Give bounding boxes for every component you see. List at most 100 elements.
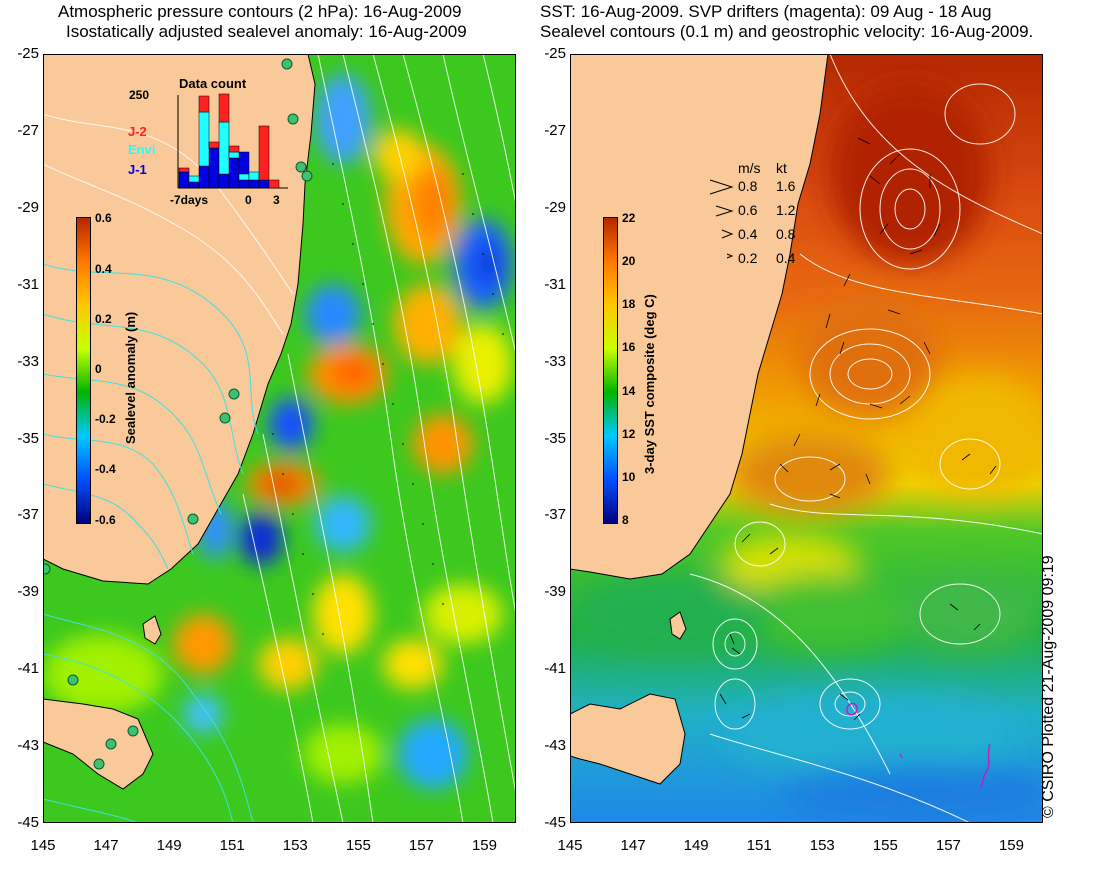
cb-left-tick-6: -0.6 <box>95 513 116 527</box>
left-ytick-1: -27 <box>17 121 39 139</box>
right-ytick-1: -27 <box>544 121 566 139</box>
velocity-legend-row3-ms: 0.4 <box>738 226 758 242</box>
cb-left-tick-0: 0.6 <box>95 211 112 225</box>
velocity-legend-arrows <box>709 179 734 259</box>
right-xtick-0: 145 <box>557 837 583 854</box>
right-xtick-3: 151 <box>746 837 772 854</box>
left-xtick-6: 157 <box>408 837 434 854</box>
sst-colorbar-label: 3-day SST composite (deg C) <box>642 294 657 474</box>
cb-left-tick-5: -0.4 <box>95 462 116 476</box>
cb-right-tick-3: 16 <box>622 340 636 354</box>
left-xtick-1: 147 <box>93 837 119 854</box>
cb-left-tick-2: 0.2 <box>95 312 112 326</box>
tasmania-landmass <box>43 698 154 790</box>
velocity-legend-ms-header: m/s <box>738 160 761 176</box>
left-ytick-10: -45 <box>17 814 39 831</box>
cb-right-tick-5: 12 <box>622 427 636 441</box>
left-ytick-3: -31 <box>17 275 39 293</box>
right-ytick-5: -35 <box>544 429 566 447</box>
data-count-histogram <box>177 93 288 189</box>
right-ytick-8: -41 <box>544 660 566 678</box>
velocity-legend-kt-header: kt <box>776 160 787 176</box>
cb-right-tick-6: 10 <box>622 470 636 484</box>
sealevel-anomaly-map: Data count 250 -7days 0 3 J-2 Envi J-1 0… <box>43 54 516 823</box>
histogram-bars-j2 <box>178 93 280 189</box>
flinders-island-sst <box>669 611 687 640</box>
cb-left-tick-4: -0.2 <box>95 412 116 426</box>
cb-right-tick-1: 20 <box>622 254 636 268</box>
histogram-xlabel-zero: 0 <box>245 193 252 207</box>
cb-left-tick-1: 0.4 <box>95 262 112 276</box>
left-xtick-5: 155 <box>345 837 371 854</box>
left-panel-title: Atmospheric pressure contours (2 hPa): 1… <box>58 2 467 42</box>
sst-colorbar <box>603 217 618 524</box>
right-ytick-4: -33 <box>544 352 566 370</box>
left-ytick-6: -37 <box>17 506 39 524</box>
left-xtick-4: 153 <box>282 837 308 854</box>
histogram-bars-j1 <box>178 147 270 189</box>
flinders-island <box>142 615 162 645</box>
sst-field <box>570 84 1043 823</box>
left-ytick-4: -33 <box>17 352 39 370</box>
cb-right-tick-4: 14 <box>622 384 636 398</box>
velocity-legend-row1-ms: 0.8 <box>738 178 758 194</box>
velocity-legend-row2-ms: 0.6 <box>738 202 758 218</box>
velocity-legend-row2-kt: 1.2 <box>776 202 796 218</box>
pressure-contours-white <box>43 54 516 823</box>
left-ytick-7: -39 <box>17 583 39 601</box>
left-title-line2: Isostatically adjusted sealevel anomaly:… <box>66 22 467 41</box>
sst-map: m/s kt 0.8 1.6 0.6 1.2 0.4 0.8 0.2 0.4 2… <box>570 54 1043 823</box>
altimeter-track-dots <box>272 163 504 635</box>
legend-j1: J-1 <box>128 162 147 177</box>
velocity-legend-row4-ms: 0.2 <box>738 250 758 266</box>
right-ytick-2: -29 <box>544 198 566 216</box>
velocity-arrows <box>719 137 997 721</box>
right-xtick-4: 153 <box>809 837 835 854</box>
right-ytick-10: -45 <box>544 814 566 831</box>
cb-left-tick-3: 0 <box>95 362 102 376</box>
right-ytick-6: -37 <box>544 506 566 524</box>
left-ytick-5: -35 <box>17 429 39 447</box>
histogram-xlabel-start: -7days <box>170 193 209 207</box>
right-title-line1: SST: 16-Aug-2009. SVP drifters (magenta)… <box>540 2 992 21</box>
sealevel-contours <box>689 54 1043 823</box>
right-panel-title: SST: 16-Aug-2009. SVP drifters (magenta)… <box>540 2 1033 42</box>
right-ytick-7: -39 <box>544 583 566 601</box>
histogram-xlabel-end: 3 <box>273 193 280 207</box>
velocity-legend-row4-kt: 0.4 <box>776 250 796 266</box>
histogram-title: Data count <box>179 76 247 91</box>
left-ytick-2: -29 <box>17 198 39 216</box>
cb-right-tick-2: 18 <box>622 297 636 311</box>
left-ytick-9: -43 <box>17 737 39 755</box>
left-ytick-8: -41 <box>17 660 39 678</box>
left-xtick-7: 159 <box>471 837 497 854</box>
right-xtick-2: 149 <box>683 837 709 854</box>
right-title-line2: Sealevel contours (0.1 m) and geostrophi… <box>540 22 1034 41</box>
right-xtick-5: 155 <box>872 837 898 854</box>
histogram-ymax: 250 <box>129 88 150 102</box>
credit-text: © CSIRO Plotted 21-Aug-2009 09:19 <box>1040 555 1057 818</box>
right-ytick-3: -31 <box>544 275 566 293</box>
sealevel-colorbar-label: Sealevel anomaly (m) <box>123 311 138 444</box>
legend-j2: J-2 <box>128 124 147 139</box>
left-xtick-0: 145 <box>30 837 56 854</box>
right-ytick-9: -43 <box>544 737 566 755</box>
right-ytick-0: -25 <box>544 45 566 62</box>
cb-right-tick-7: 8 <box>622 513 629 527</box>
tide-gauge-markers <box>43 58 313 770</box>
svp-drifter-tracks <box>846 702 991 789</box>
tasmania-landmass-sst <box>570 693 686 785</box>
right-xtick-1: 147 <box>620 837 646 854</box>
right-xtick-7: 159 <box>998 837 1024 854</box>
left-xtick-3: 151 <box>219 837 245 854</box>
legend-envi: Envi <box>128 142 156 157</box>
cb-right-tick-0: 22 <box>622 211 636 225</box>
left-title-line1: Atmospheric pressure contours (2 hPa): 1… <box>58 2 462 21</box>
right-xtick-6: 157 <box>935 837 961 854</box>
velocity-legend-row3-kt: 0.8 <box>776 226 796 242</box>
left-xtick-2: 149 <box>156 837 182 854</box>
sealevel-colorbar <box>76 217 91 524</box>
velocity-legend-row1-kt: 1.6 <box>776 178 796 194</box>
anomaly-field <box>43 74 513 789</box>
left-ytick-0: -25 <box>17 45 39 62</box>
